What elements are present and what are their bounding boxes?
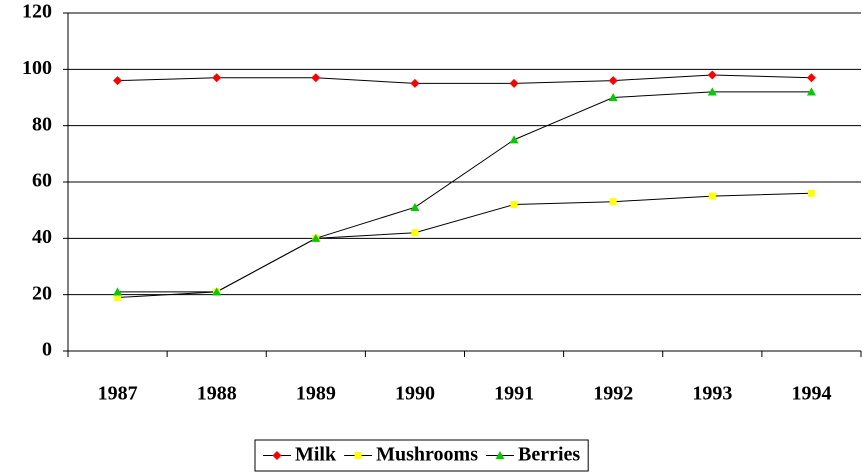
marker bbox=[354, 452, 362, 459]
x-tick-label: 1987 bbox=[98, 383, 138, 405]
marker bbox=[114, 293, 122, 301]
x-tick-label: 1992 bbox=[593, 383, 633, 405]
marker bbox=[806, 87, 816, 96]
x-tick-label: 1991 bbox=[494, 383, 534, 405]
legend-label: Milk bbox=[295, 444, 337, 466]
legend-box bbox=[254, 439, 589, 472]
x-tick-label: 1989 bbox=[296, 383, 336, 405]
x-tick-label: 1994 bbox=[791, 383, 831, 405]
x-tick-label: 1990 bbox=[395, 383, 435, 405]
marker bbox=[113, 287, 123, 296]
marker bbox=[708, 192, 716, 200]
series-line bbox=[117, 91, 812, 293]
marker bbox=[212, 73, 222, 83]
marker bbox=[411, 229, 419, 237]
marker bbox=[806, 73, 816, 83]
legend-label: Mushrooms bbox=[376, 444, 478, 466]
y-tick-label: 120 bbox=[22, 1, 52, 23]
marker bbox=[410, 202, 420, 211]
y-tick-label: 60 bbox=[32, 170, 52, 192]
marker bbox=[609, 198, 617, 206]
series-line bbox=[117, 74, 812, 84]
marker bbox=[272, 451, 282, 460]
marker bbox=[608, 93, 618, 102]
marker bbox=[311, 73, 321, 83]
marker bbox=[707, 87, 717, 96]
marker bbox=[212, 287, 222, 296]
x-tick-label: 1993 bbox=[692, 383, 732, 405]
marker bbox=[510, 201, 518, 209]
y-tick-label: 100 bbox=[22, 57, 52, 79]
x-tick-label: 1988 bbox=[197, 383, 237, 405]
marker bbox=[707, 70, 717, 80]
series-line bbox=[117, 192, 812, 298]
y-tick-label: 0 bbox=[42, 339, 52, 361]
marker bbox=[807, 189, 815, 197]
marker bbox=[509, 135, 519, 144]
marker bbox=[113, 76, 123, 86]
y-tick-label: 80 bbox=[32, 113, 52, 135]
marker bbox=[311, 233, 321, 242]
marker bbox=[608, 76, 618, 86]
marker bbox=[495, 451, 505, 460]
legend: Milk Mushrooms Berries bbox=[254, 439, 589, 472]
y-tick-label: 40 bbox=[32, 226, 52, 248]
y-tick-label: 20 bbox=[32, 282, 52, 304]
legend-label: Berries bbox=[518, 444, 580, 466]
marker bbox=[509, 78, 519, 88]
marker bbox=[410, 78, 420, 88]
